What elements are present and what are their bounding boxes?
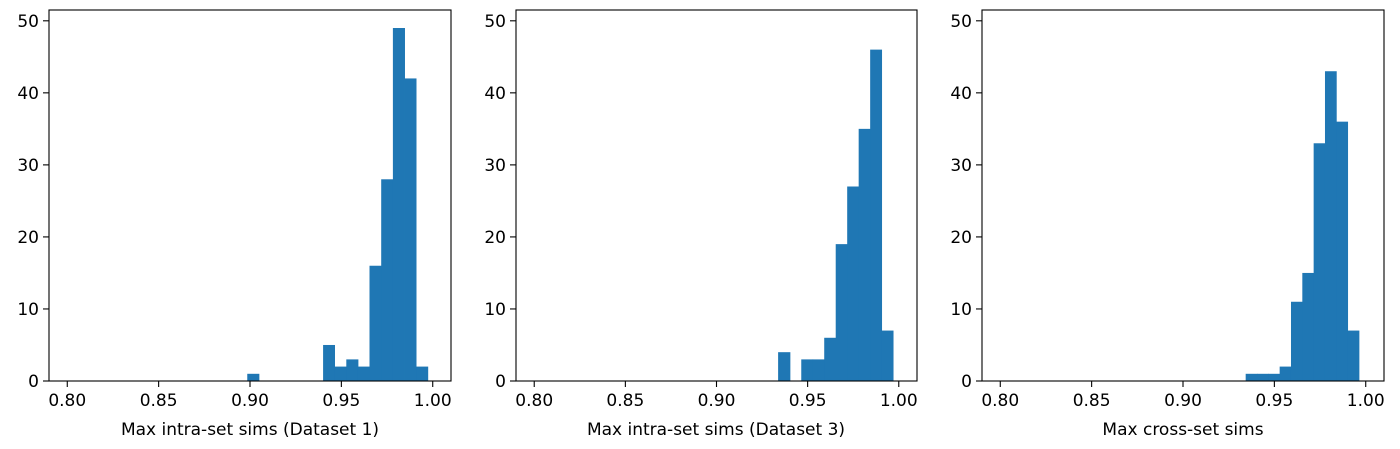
histogram-bar: [323, 344, 335, 381]
x-tick-label: 1.00: [414, 391, 452, 411]
histogram-bar: [392, 28, 405, 381]
y-tick-label: 20: [484, 228, 506, 248]
y-tick-label: 10: [484, 300, 506, 320]
x-tick-label: 0.90: [231, 391, 269, 411]
histogram-bar: [824, 337, 837, 381]
y-tick-label: 0: [495, 372, 506, 392]
histogram-bar: [416, 366, 429, 381]
y-tick-label: 20: [17, 228, 39, 248]
y-tick-label: 0: [961, 372, 972, 392]
histogram-bar: [1313, 143, 1326, 381]
histogram-bar: [369, 265, 382, 381]
histogram-bar: [801, 359, 814, 381]
y-tick-label: 30: [950, 156, 972, 176]
y-tick-label: 40: [950, 84, 972, 104]
histogram-bar: [404, 78, 417, 381]
histogram-bar: [334, 366, 347, 381]
x-axis-label: Max cross-set sims: [1102, 420, 1263, 440]
y-tick-label: 30: [17, 156, 39, 176]
x-tick-label: 0.80: [515, 391, 553, 411]
histogram-bars: [778, 49, 894, 382]
histogram-bar: [357, 366, 370, 381]
x-tick-label: 0.85: [606, 391, 644, 411]
x-tick-label: 0.95: [1255, 391, 1293, 411]
histogram-bar: [381, 179, 394, 381]
histogram-bar: [778, 352, 791, 381]
y-tick-label: 40: [484, 84, 506, 104]
histogram-bar: [812, 359, 825, 381]
histogram-bar: [1302, 272, 1315, 381]
x-tick-label: 1.00: [880, 391, 918, 411]
histogram-bars: [1245, 71, 1360, 381]
histogram-panel-2: Max intra-set sims (Dataset 3) 0.80 0.85 0…: [484, 9, 918, 440]
x-axis-label: Max intra-set sims (Dataset 3): [587, 420, 845, 440]
x-tick-label: 0.90: [1164, 391, 1202, 411]
histogram-bar: [1257, 373, 1269, 381]
histogram-panel-3: Max cross-set sims 0.80 0.85 0.90 0.95 1.00 0…: [950, 9, 1385, 440]
histogram-bar: [1336, 121, 1349, 381]
x-tick-label: 0.80: [981, 391, 1019, 411]
histogram-bars: [247, 28, 429, 381]
histogram-bar: [1290, 301, 1303, 381]
histogram-bar: [1268, 373, 1281, 381]
histogram-bar: [847, 186, 860, 381]
y-tick-label: 30: [484, 156, 506, 176]
histogram-bar: [346, 359, 359, 381]
y-tick-label: 20: [950, 228, 972, 248]
histogram-bar: [247, 373, 260, 381]
histogram-bar: [1279, 366, 1292, 381]
y-tick-label: 0: [28, 372, 39, 392]
histogram-bar: [1245, 373, 1258, 381]
x-tick-label: 0.95: [322, 391, 360, 411]
x-tick-label: 1.00: [1347, 391, 1385, 411]
y-tick-label: 40: [17, 84, 39, 104]
y-tick-label: 50: [484, 12, 506, 32]
histogram-bar: [881, 330, 894, 381]
x-tick-label: 0.85: [140, 391, 178, 411]
histogram-panel-1: Max intra-set sims (Dataset 1) 0.80 0.85 0…: [17, 9, 452, 440]
y-tick-label: 50: [17, 12, 39, 32]
x-tick-label: 0.90: [698, 391, 736, 411]
histogram-bar: [870, 49, 883, 382]
y-tick-label: 10: [17, 300, 39, 320]
x-tick-label: 0.95: [789, 391, 827, 411]
x-axis-label: Max intra-set sims (Dataset 1): [121, 420, 379, 440]
histogram-bar: [1347, 330, 1360, 381]
y-tick-label: 50: [950, 12, 972, 32]
histogram-bar: [835, 244, 848, 381]
x-tick-label: 0.85: [1073, 391, 1111, 411]
histogram-bar: [1324, 71, 1337, 381]
y-tick-label: 10: [950, 300, 972, 320]
x-tick-label: 0.80: [48, 391, 86, 411]
histogram-bar: [858, 128, 871, 381]
